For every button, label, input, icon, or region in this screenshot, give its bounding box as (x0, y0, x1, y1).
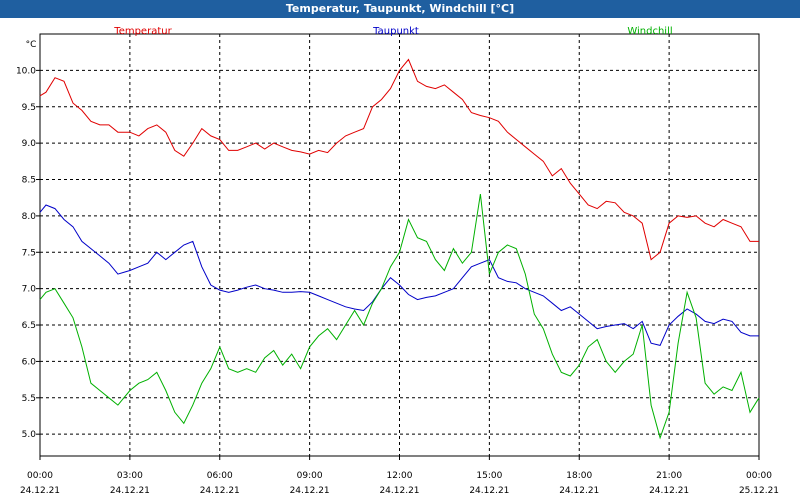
x-tick-time: 15:00 (476, 471, 502, 481)
legend-entry-taupunkt: Taupunkt (372, 26, 419, 37)
x-tick-date: 24.12.21 (649, 486, 689, 496)
y-axis: 10.0 9.5 9.0 8.5 8.0 7.5 7.0 6.5 6.0 5.5 5.0 (16, 66, 40, 440)
y-tick-label: 8.5 (22, 176, 36, 186)
legend-entry-temperatur: Temperatur (113, 26, 172, 37)
y-tick-label: 10.0 (16, 66, 36, 76)
x-tick-time: 00:00 (746, 471, 772, 481)
legend: Temperatur Taupunkt Windchill (113, 26, 672, 37)
y-tick-label: 6.5 (22, 321, 36, 331)
y-tick-label: 9.5 (22, 103, 36, 113)
x-tick-date: 24.12.21 (469, 486, 509, 496)
x-tick-time: 09:00 (297, 471, 323, 481)
y-tick-label: 5.0 (22, 430, 37, 440)
y-tick-label: 8.0 (22, 212, 37, 222)
y-tick-label: 5.5 (22, 394, 36, 404)
series-line-windchill (39, 194, 760, 440)
chart-title: Temperatur, Taupunkt, Windchill [°C] (0, 0, 800, 18)
x-tick-time: 00:00 (27, 471, 53, 481)
x-axis: 00:00 24.12.21 03:00 24.12.21 06:00 24.12.21 0… (20, 456, 779, 496)
x-tick-time: 18:00 (566, 471, 592, 481)
x-tick-date: 24.12.21 (559, 486, 599, 496)
y-tick-label: 7.5 (22, 248, 36, 258)
y-tick-label: 6.0 (22, 357, 37, 367)
x-tick-time: 12:00 (387, 471, 413, 481)
series-line-temperatur (39, 58, 759, 261)
x-tick-date: 24.12.21 (290, 486, 330, 496)
x-tick-time: 06:00 (207, 471, 233, 481)
x-tick-date: 24.12.21 (379, 486, 419, 496)
y-tick-label: 9.0 (22, 139, 37, 149)
chart-canvas: 10.0 9.5 9.0 8.5 8.0 7.5 7.0 6.5 6.0 5.5 5.0 00:00… (16, 26, 779, 496)
x-tick-time: 21:00 (656, 471, 682, 481)
x-tick-time: 03:00 (117, 471, 143, 481)
grid (40, 34, 759, 456)
x-tick-date: 24.12.21 (200, 486, 240, 496)
x-tick-date: 24.12.21 (20, 486, 60, 496)
y-tick-label: 7.0 (22, 285, 37, 295)
y-axis-label: °C (26, 40, 37, 50)
x-tick-date: 25.12.21 (739, 486, 779, 496)
x-tick-date: 24.12.21 (110, 486, 150, 496)
legend-entry-windchill: Windchill (627, 26, 672, 37)
series-line-taupunkt (39, 204, 759, 346)
series-group (39, 58, 760, 440)
